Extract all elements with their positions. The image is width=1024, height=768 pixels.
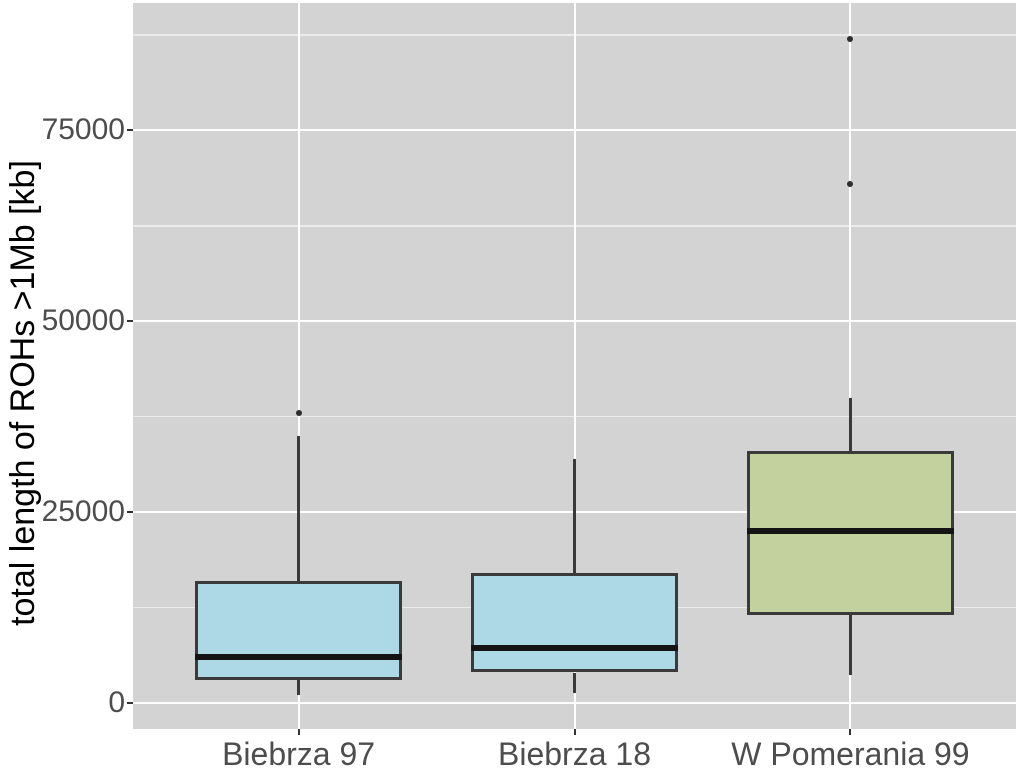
gridline-x-major [849, 3, 852, 729]
box-biebrza-18 [471, 573, 678, 673]
y-tick-label: 25000 [41, 495, 125, 529]
whisker-lower-biebrza-97 [297, 680, 301, 696]
whisker-lower-w-pomerania-99 [848, 615, 852, 675]
median-line-biebrza-18 [471, 645, 678, 652]
x-tick-mark [573, 729, 576, 735]
y-tick-mark [127, 511, 133, 514]
median-line-w-pomerania-99 [746, 528, 954, 535]
y-tick-mark [127, 129, 133, 132]
x-tick-mark [297, 729, 300, 735]
y-tick-mark [127, 702, 133, 705]
gridline-x-major [573, 3, 576, 729]
outlier-point-w-pomerania-99 [847, 180, 854, 187]
y-tick-label: 50000 [41, 304, 125, 338]
y-tick-label: 75000 [41, 113, 125, 147]
x-category-label-biebrza-97: Biebrza 97 [222, 736, 376, 768]
x-category-label-biebrza-18: Biebrza 18 [498, 736, 651, 768]
whisker-lower-biebrza-18 [573, 672, 576, 694]
x-category-label-w-pomerania-99: W Pomerania 99 [731, 736, 970, 768]
box-biebrza-97 [195, 580, 403, 681]
median-line-biebrza-97 [195, 654, 403, 661]
y-tick-mark [127, 320, 133, 323]
x-tick-mark [849, 729, 852, 735]
outlier-point-w-pomerania-99 [847, 35, 854, 42]
y-axis-title: total length of ROHs >1Mb [kb] [4, 160, 42, 626]
whisker-upper-w-pomerania-99 [848, 397, 852, 452]
whisker-upper-biebrza-97 [297, 435, 301, 581]
y-tick-label: 0 [108, 686, 125, 720]
whisker-upper-biebrza-18 [573, 458, 576, 574]
outlier-point-biebrza-97 [295, 409, 302, 416]
plot-panel [133, 3, 1016, 729]
gridline-x-major [297, 3, 300, 729]
